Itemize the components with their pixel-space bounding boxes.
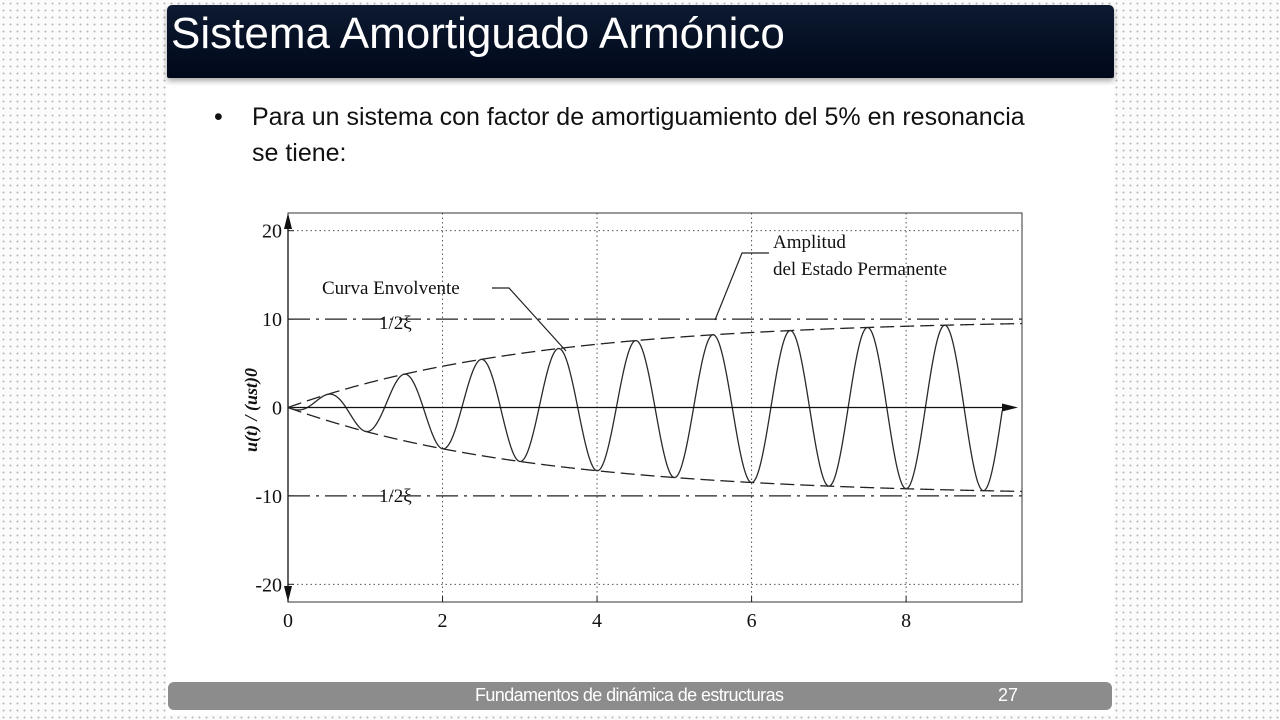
- bullet-item: • Para un sistema con factor de amortigu…: [214, 99, 1044, 171]
- x-tick-label-4: 8: [901, 610, 911, 632]
- chart-curves: [287, 318, 1023, 497]
- x-tick-label-0: 0: [283, 610, 293, 632]
- y-tick-label-3: -10: [255, 486, 282, 508]
- title-bar: Sistema Amortiguado Armónico: [167, 5, 1114, 78]
- lower-level-label: 1/2ξ: [379, 486, 412, 507]
- bullet-text: Para un sistema con factor de amortiguam…: [252, 103, 1025, 167]
- chart-axes: [284, 212, 1023, 603]
- footer-bar: Fundamentos de dinámica de estructuras 2…: [168, 682, 1112, 710]
- y-axis-label: u(t) / (ust)0: [241, 368, 262, 452]
- slide: Sistema Amortiguado Armónico • Para un s…: [167, 5, 1114, 715]
- y-tick-label-0: 20: [262, 221, 282, 243]
- y-axis-arrow-down: [284, 586, 292, 602]
- y-tick-label-2: 0: [272, 398, 282, 420]
- envelope-upper-line: [287, 322, 1023, 409]
- envelope-annotation: Curva Envolvente: [322, 278, 460, 299]
- x-tick-label-3: 6: [747, 610, 757, 632]
- chart-tick-labels: 0 2 4 6 8 20 10 0 -10 -20: [255, 221, 911, 632]
- bullet-dot-icon: •: [214, 103, 223, 131]
- steady-state-annotation-line1: Amplitud: [773, 232, 846, 253]
- response-chart: 0 2 4 6 8 20 10 0 -10 -20 u(t) / (ust)0 Curva Env…: [241, 212, 1023, 632]
- steady-state-annotation-line2: del Estado Permanente: [773, 259, 947, 280]
- footer-text: Fundamentos de dinámica de estructuras: [475, 685, 784, 705]
- envelope-lower-line: [287, 406, 1023, 493]
- x-tick-label-1: 2: [438, 610, 448, 632]
- steady-state-leader-line: [714, 252, 769, 321]
- upper-level-label: 1/2ξ: [379, 313, 412, 334]
- y-axis-arrow-up: [284, 213, 292, 229]
- y-tick-label-1: 10: [262, 309, 282, 331]
- envelope-leader-line: [492, 287, 567, 352]
- x-tick-label-2: 4: [592, 610, 602, 632]
- slide-title: Sistema Amortiguado Armónico: [171, 9, 785, 58]
- y-tick-label-4: -20: [255, 574, 282, 596]
- x-axis-arrow: [1002, 403, 1018, 412]
- page-number: 27: [998, 685, 1019, 705]
- response-line: [287, 324, 1003, 492]
